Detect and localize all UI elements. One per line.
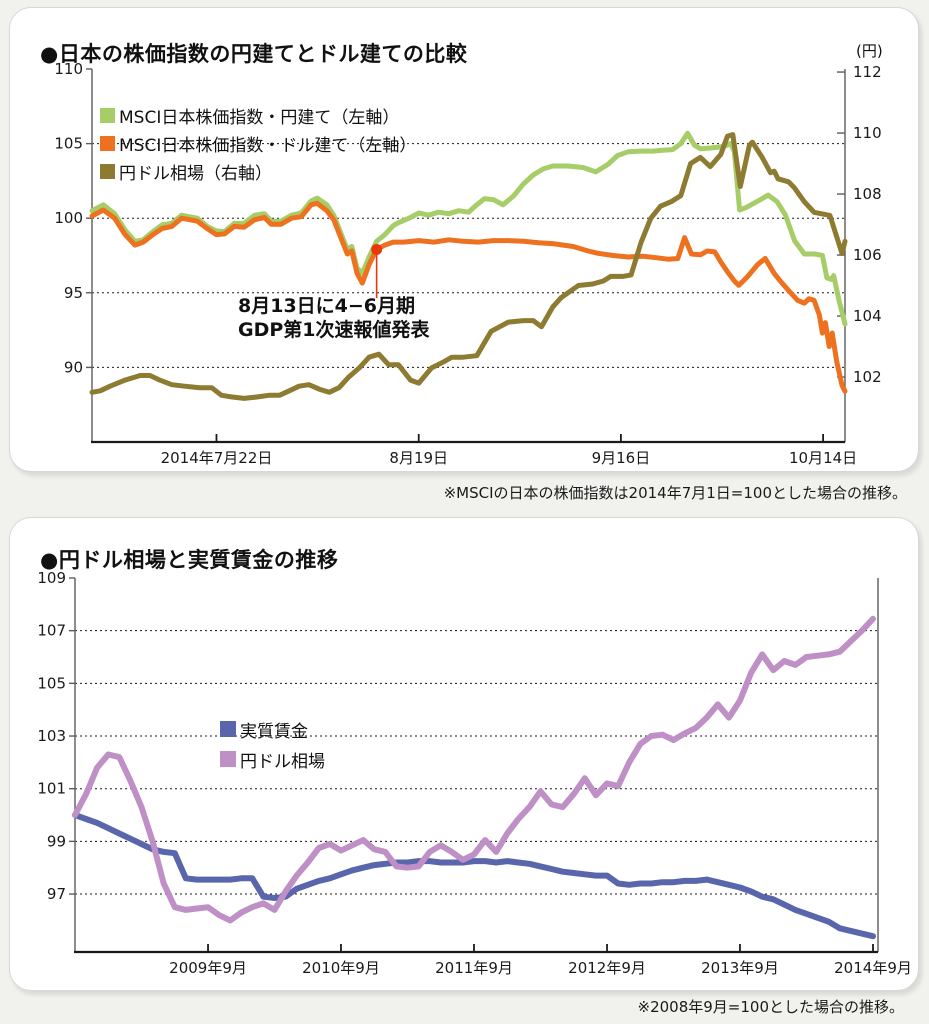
legend-item-yendollar-rate: 円ドル相場 (220, 744, 325, 774)
legend-label: 円ドル相場（右軸） (119, 163, 272, 184)
svg-text:100: 100 (54, 209, 83, 227)
real-wages-swatch (220, 721, 236, 737)
svg-text:99: 99 (47, 832, 66, 850)
legend-item-real-wages: 実質賃金 (220, 714, 325, 744)
svg-text:106: 106 (853, 246, 882, 264)
yendollar-rate-swatch (100, 163, 115, 179)
svg-text:95: 95 (64, 284, 83, 302)
svg-text:112: 112 (853, 63, 882, 81)
svg-text:8月19日: 8月19日 (389, 449, 448, 467)
svg-text:109: 109 (37, 569, 66, 587)
svg-text:97: 97 (47, 885, 66, 903)
svg-text:9月16日: 9月16日 (592, 449, 651, 467)
svg-text:2010年9月: 2010年9月 (302, 959, 380, 977)
top-chart-card: 110 105 100 95 90 112 110 108 106 104 102 2014年7月22… (9, 7, 919, 472)
bottom-chart-legend: 実質賃金 円ドル相場 (220, 714, 325, 774)
bottom-chart-plot: 109 107 105 103 101 99 97 2009年9月 2010年9月 2011年9月… (37, 569, 912, 977)
top-chart-legend: MSCI日本株価指数・円建て（左軸） MSCI日本株価指数・ドル建て（左軸） 円… (100, 101, 416, 185)
yendollar-rate-swatch (220, 751, 236, 767)
svg-text:104: 104 (853, 307, 882, 325)
svg-text:107: 107 (37, 622, 66, 640)
svg-text:108: 108 (853, 185, 882, 203)
legend-item-dollar-index: MSCI日本株価指数・ドル建て（左軸） (100, 129, 416, 157)
svg-text:2011年9月: 2011年9月 (435, 959, 513, 977)
svg-text:2012年9月: 2012年9月 (568, 959, 646, 977)
svg-text:2014年7月22日: 2014年7月22日 (161, 449, 273, 467)
legend-label: MSCI日本株価指数・円建て（左軸） (119, 107, 400, 128)
svg-text:10月14日: 10月14日 (789, 449, 857, 467)
dollar-index-swatch (100, 135, 115, 151)
legend-label: 円ドル相場 (240, 751, 325, 772)
legend-label: MSCI日本株価指数・ドル建て（左軸） (119, 135, 417, 156)
bottom-chart-card: 109 107 105 103 101 99 97 2009年9月 2010年9月 2011年9月… (9, 517, 919, 991)
yen-index-swatch (100, 107, 115, 123)
svg-text:2009年9月: 2009年9月 (169, 959, 247, 977)
top-chart-note: ※MSCIの日本の株価指数は2014年7月1日=100とした場合の推移。 (443, 484, 907, 502)
svg-text:103: 103 (37, 727, 66, 745)
svg-text:101: 101 (37, 780, 66, 798)
top-chart-title: ●日本の株価指数の円建てとドル建ての比較 (40, 42, 468, 66)
annotation-line-1: 8月13日に4−6月期 (238, 295, 416, 317)
bottom-chart-note: ※2008年9月=100とした場合の推移。 (637, 998, 905, 1016)
svg-text:102: 102 (853, 368, 882, 386)
gdp-release-annotation: 8月13日に4−6月期 GDP第1次速報値発表 (238, 294, 430, 342)
legend-label: 実質賃金 (240, 721, 308, 742)
svg-text:105: 105 (37, 674, 66, 692)
svg-text:2013年9月: 2013年9月 (701, 959, 779, 977)
bottom-chart-title: ●円ドル相場と実質賃金の推移 (40, 548, 339, 572)
svg-text:2014年9月: 2014年9月 (834, 959, 912, 977)
right-axis-unit-label: (円) (856, 42, 883, 60)
annotation-line-2: GDP第1次速報値発表 (238, 319, 430, 341)
legend-item-yendollar-rate: 円ドル相場（右軸） (100, 157, 416, 185)
top-chart-plot: 110 105 100 95 90 112 110 108 106 104 102 2014年7月22… (54, 60, 882, 467)
svg-text:105: 105 (54, 135, 83, 153)
svg-text:110: 110 (853, 124, 882, 142)
svg-text:90: 90 (64, 358, 83, 376)
legend-item-yen-index: MSCI日本株価指数・円建て（左軸） (100, 101, 416, 129)
svg-text:110: 110 (54, 60, 83, 78)
